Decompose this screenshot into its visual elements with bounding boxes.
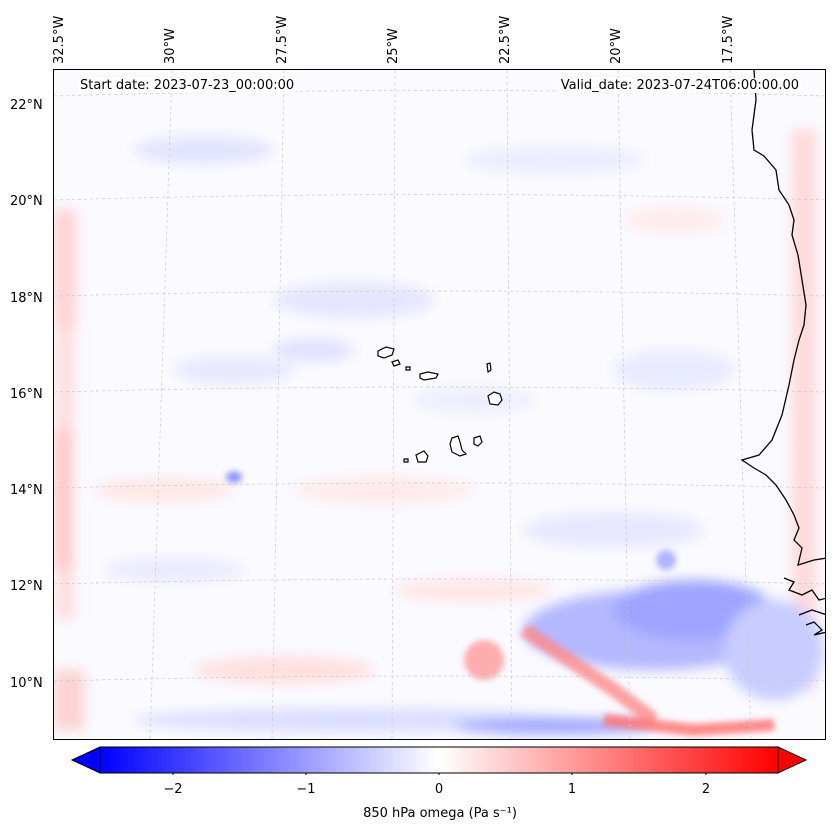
lon-label-22-5w: 22.5°W (498, 15, 513, 64)
omega-field-map (54, 70, 825, 739)
lon-label-30w: 30°W (163, 28, 178, 64)
lon-label-20w: 20°W (609, 28, 624, 64)
lat-label-18n: 18°N (10, 291, 43, 306)
map-panel[interactable]: Start date: 2023-07-23_00:00:00 Valid_da… (53, 69, 826, 740)
gridlines (54, 70, 825, 739)
colorbar-tick-label: 0 (434, 782, 444, 797)
colorbar-extend-max (777, 746, 808, 774)
colorbar-tick-marks (172, 773, 707, 775)
lat-label-16n: 16°N (10, 387, 43, 402)
omega-anomalies (54, 130, 824, 734)
lat-label-14n: 14°N (10, 483, 43, 498)
colorbar-tick-label: 1 (567, 782, 577, 797)
colorbar-label: 850 hPa omega (Pa s⁻¹) (363, 806, 517, 821)
colorbar-tick-label: −2 (163, 782, 183, 797)
valid-date-label: Valid_date: 2023-07-24T06:00:00.00 (558, 78, 801, 93)
omega-streaks (226, 471, 775, 737)
colorbar (70, 746, 808, 775)
colorbar-tick-label: −1 (296, 782, 316, 797)
lon-label-25w: 25°W (386, 28, 401, 64)
coastline (740, 70, 825, 636)
lat-label-22n: 22°N (10, 98, 43, 113)
colorbar-tick-label: 2 (701, 782, 711, 797)
lat-label-10n: 10°N (10, 676, 43, 691)
lat-label-20n: 20°N (10, 194, 43, 209)
lon-label-27-5w: 27.5°W (275, 15, 290, 64)
start-date-label: Start date: 2023-07-23_00:00:00 (78, 78, 297, 93)
lon-label-32-5w: 32.5°W (52, 15, 67, 64)
lon-label-17-5w: 17.5°W (721, 15, 736, 64)
cape-verde-islands (377, 346, 503, 463)
colorbar-extend-min (70, 746, 101, 774)
lat-label-12n: 12°N (10, 579, 43, 594)
colorbar-body (99, 746, 779, 774)
